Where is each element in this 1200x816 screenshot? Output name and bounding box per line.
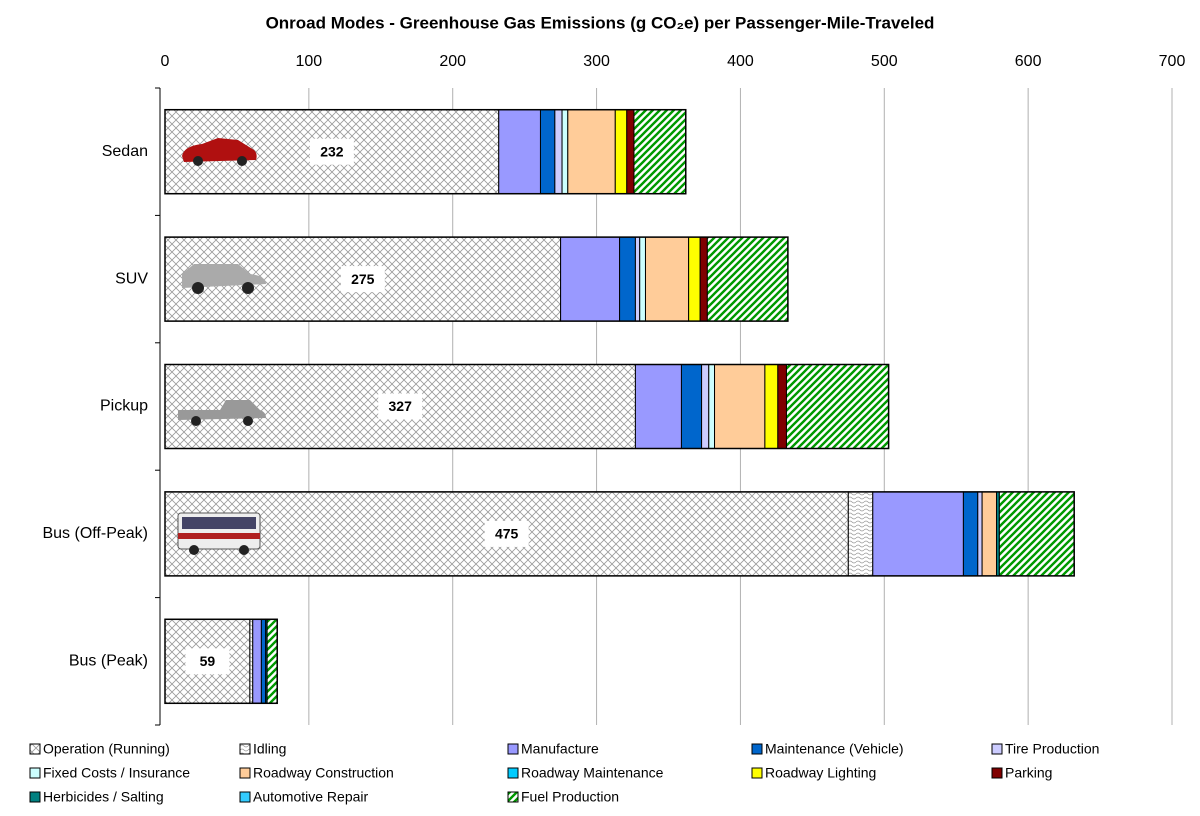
legend-label: Manufacture: [521, 741, 599, 757]
bar-segment: [626, 109, 635, 195]
bar-segment: [634, 236, 641, 322]
bar-segment: [639, 236, 646, 322]
legend-label: Roadway Maintenance: [521, 765, 664, 781]
legend-swatch: [29, 767, 41, 779]
bar-segment: [714, 364, 766, 449]
legend-label: Roadway Lighting: [765, 765, 876, 781]
bar-segment: [614, 109, 628, 195]
vehicle-icons: [177, 138, 266, 555]
legend-swatch: [29, 791, 41, 803]
x-tick-label: 0: [161, 53, 170, 70]
legend-swatch: [239, 791, 251, 803]
legend-swatch: [991, 767, 1003, 779]
bar-segment: [554, 109, 563, 195]
sedan-icon: [182, 138, 257, 166]
bar-segment: [777, 364, 787, 449]
data-label: 475: [495, 526, 519, 542]
bar-outline: [164, 363, 890, 450]
bar-segment: [708, 364, 716, 449]
legend-swatch: [751, 743, 763, 755]
legend-label: Parking: [1005, 765, 1052, 781]
bar-outline: [164, 618, 278, 705]
category-label: SUV: [115, 270, 148, 287]
legend-swatch: [991, 743, 1003, 755]
bar-segment: [872, 491, 964, 577]
bar-outline: [164, 236, 789, 322]
x-tick-label: 600: [1015, 53, 1042, 70]
bar-segment: [688, 236, 701, 322]
legend-swatch: [507, 743, 519, 755]
legend-label: Idling: [253, 741, 286, 757]
category-label: Sedan: [102, 143, 148, 160]
bar-segment: [680, 364, 703, 449]
category-label: Bus (Off-Peak): [42, 525, 148, 542]
x-tick-label: 400: [727, 53, 754, 70]
bar-segment: [977, 491, 983, 577]
bar-segment: [633, 109, 687, 195]
legend-swatch: [239, 767, 251, 779]
bar-outline: [164, 491, 1075, 577]
x-tick-label: 700: [1159, 53, 1186, 70]
bar-segment: [785, 364, 890, 449]
bar-segment: [561, 109, 569, 195]
legend-swatch: [29, 743, 41, 755]
label-box: [185, 648, 230, 675]
legend-label: Roadway Construction: [253, 765, 394, 781]
x-tick-label: 200: [439, 53, 466, 70]
bar-segment: [962, 491, 979, 577]
legend-swatch: [507, 767, 519, 779]
bar-segment: [539, 109, 556, 195]
category-label: Bus (Peak): [69, 653, 148, 670]
bar-segment: [701, 364, 710, 449]
bar-segment: [560, 236, 621, 322]
bar-segment: [498, 109, 541, 195]
bar-segment: [847, 491, 874, 577]
bar-segment: [998, 491, 1075, 577]
bar-segment: [252, 618, 262, 704]
bar-segment: [260, 618, 267, 704]
legend-label: Herbicides / Salting: [43, 789, 164, 805]
pickup-icon: [178, 400, 266, 426]
bar-segment: [981, 491, 997, 577]
label-box: [309, 138, 354, 165]
bar-outline: [164, 108, 687, 195]
bar-segment: [764, 364, 779, 449]
bar-segment: [634, 364, 682, 449]
data-label: 232: [320, 143, 344, 159]
legend-label: Maintenance (Vehicle): [765, 741, 904, 757]
x-tick-label: 100: [296, 53, 323, 70]
label-box: [340, 266, 385, 293]
bar-segment: [266, 618, 278, 704]
bars: Sedan SUV Pickup Bus (Off-Peak) Bus (Peak) 23…: [42, 108, 1075, 705]
legend-label: Tire Production: [1005, 741, 1099, 757]
bar-segment: [706, 236, 789, 322]
x-tick-label: 300: [583, 53, 610, 70]
bar-segment: [619, 236, 636, 322]
suv-icon: [182, 264, 266, 294]
category-label: Pickup: [100, 398, 148, 415]
x-tick-label: 500: [871, 53, 898, 70]
legend-label: Automotive Repair: [253, 789, 369, 805]
label-box: [484, 520, 529, 547]
label-box: [378, 393, 423, 420]
legend-swatch: [751, 767, 763, 779]
legend-label: Fuel Production: [521, 789, 619, 805]
legend-label: Operation (Running): [43, 741, 170, 757]
data-label: 59: [200, 653, 216, 669]
bar-segment: [567, 109, 616, 195]
bar-segment: [644, 236, 690, 322]
bus-icon: [177, 512, 261, 555]
data-label: 327: [389, 398, 413, 414]
data-label: 275: [351, 271, 375, 287]
legend-swatch: [507, 791, 519, 803]
bar-segment: [699, 236, 708, 322]
legend: Operation (Running) Idling Manufacture Main…: [29, 741, 1099, 805]
legend-swatch: [239, 743, 251, 755]
chart-title: Onroad Modes - Greenhouse Gas Emissions …: [266, 13, 935, 32]
legend-label: Fixed Costs / Insurance: [43, 765, 190, 781]
